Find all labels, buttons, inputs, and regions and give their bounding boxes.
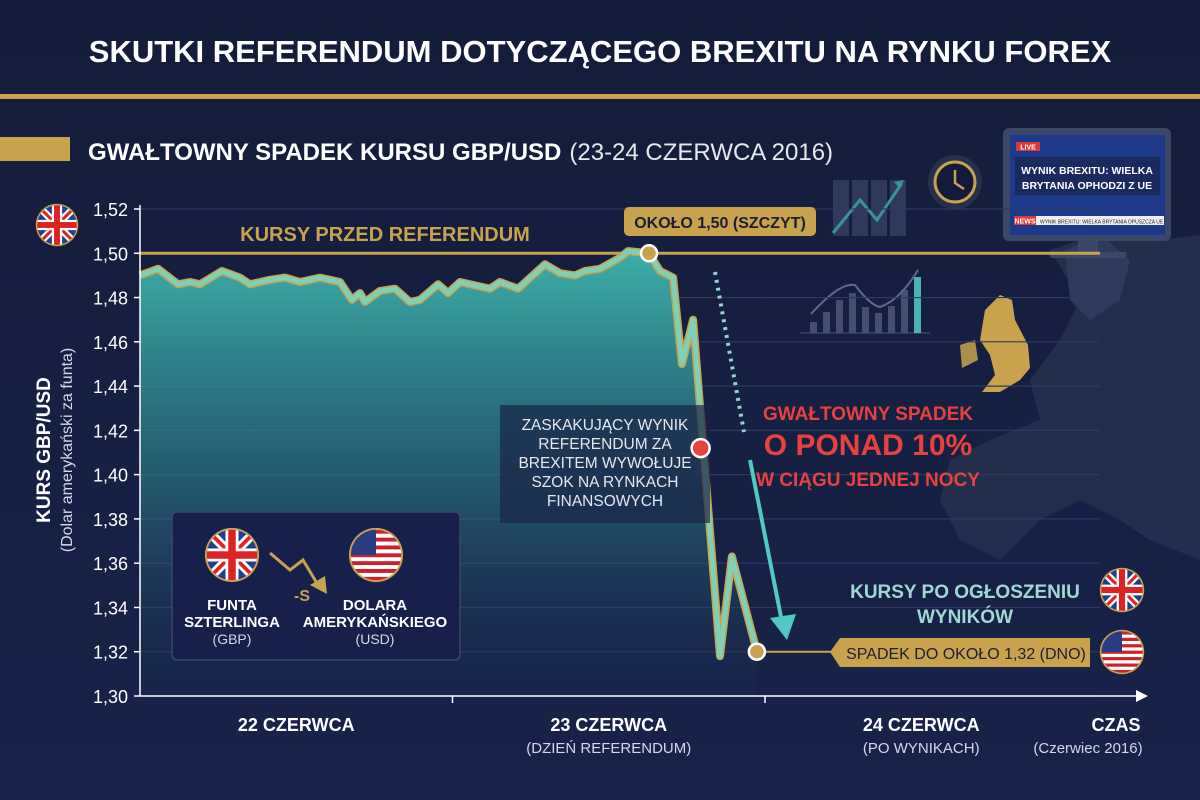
section-heading: GWAŁTOWNY SPADEK KURSU GBP/USD (23-24 CZE… xyxy=(88,139,833,166)
y-tick-label: 1,34 xyxy=(93,598,128,618)
y-tick-label: 1,48 xyxy=(93,289,128,309)
svg-text:BRYTANIA OPHODZI Z UE: BRYTANIA OPHODZI Z UE xyxy=(1022,180,1152,192)
bar-chart-icon xyxy=(800,269,930,334)
section-marker xyxy=(0,137,70,161)
svg-text:WYNIKÓW: WYNIKÓW xyxy=(917,606,1013,628)
y-tick-label: 1,38 xyxy=(93,510,128,530)
x-axis-sublabel: (Czerwiec 2016) xyxy=(1033,740,1142,757)
after-results-label: KURSY PO OGŁOSZENIU WYNIKÓW xyxy=(850,582,1080,628)
y-tick-label: 1,42 xyxy=(93,421,128,441)
svg-text:SPADEK DO OKOŁO 1,32 (DNO): SPADEK DO OKOŁO 1,32 (DNO) xyxy=(846,646,1086,663)
peak-label: OKOŁO 1,50 (SZCZYT) xyxy=(624,207,816,236)
shock-note-line: ZASKAKUJĄCY WYNIK xyxy=(522,417,689,434)
peak-marker xyxy=(639,244,659,263)
shock-note: ZASKAKUJĄCY WYNIK REFERENDUM ZA BREXITEM W… xyxy=(500,405,710,523)
shock-note-line: SZOK NA RYNKACH xyxy=(531,474,678,491)
drop-note: GWAŁTOWNY SPADEK O PONAD 10% W CIĄGU JED… xyxy=(756,404,980,491)
svg-text:(Dolar amerykański za funta): (Dolar amerykański za funta) xyxy=(59,348,76,553)
x-axis-label: CZAS xyxy=(1092,715,1141,735)
svg-text:DOLARA: DOLARA xyxy=(343,597,407,614)
y-tick-label: 1,40 xyxy=(93,466,128,486)
svg-text:(GBP): (GBP) xyxy=(213,631,252,647)
svg-text:KURSY PO OGŁOSZENIU: KURSY PO OGŁOSZENIU xyxy=(850,582,1080,603)
svg-text:O PONAD 10%: O PONAD 10% xyxy=(764,429,972,462)
y-axis-label: KURS GBP/USD (Dolar amerykański za funta… xyxy=(34,348,76,553)
shock-note-line: FINANSOWYCH xyxy=(547,493,663,510)
svg-text:W CIĄGU JEDNEJ NOCY: W CIĄGU JEDNEJ NOCY xyxy=(756,470,980,491)
tv-news-screen: LIVE WYNIK BREXITU: WIELKA BRYTANIA OPHO… xyxy=(1003,128,1171,258)
x-tick-sublabel: (DZIEŃ REFERENDUM) xyxy=(526,740,691,757)
svg-text:GWAŁTOWNY SPADEK: GWAŁTOWNY SPADEK xyxy=(763,404,973,425)
shock-note-line: REFERENDUM ZA xyxy=(538,436,672,453)
svg-text:SZTERLINGA: SZTERLINGA xyxy=(184,614,280,631)
y-tick-label: 1,52 xyxy=(93,200,128,220)
drop-marker xyxy=(690,437,711,459)
svg-text:FUNTA: FUNTA xyxy=(207,597,257,614)
x-tick-labels: 22 CZERWCA 23 CZERWCA (DZIEŃ REFERENDUM) 24… xyxy=(238,715,980,757)
svg-text:OKOŁO 1,50 (SZCZYT): OKOŁO 1,50 (SZCZYT) xyxy=(634,215,806,232)
y-tick-labels: 1,30 1,32 1,34 1,36 1,38 1,40 1,42 1,44 1,46 1,48… xyxy=(93,200,128,707)
y-tick-label: 1,46 xyxy=(93,333,128,353)
clock-icon xyxy=(928,155,982,209)
x-tick-label: 23 CZERWCA xyxy=(550,715,667,735)
svg-text:KURS GBP/USD: KURS GBP/USD xyxy=(34,377,55,523)
x-tick-label: 22 CZERWCA xyxy=(238,715,355,735)
shock-note-line: BREXITEM WYWOŁUJE xyxy=(518,455,691,472)
svg-text:AMERYKAŃSKIEGO: AMERYKAŃSKIEGO xyxy=(303,614,448,631)
down-arrow-icon xyxy=(269,551,320,586)
svg-text:LIVE: LIVE xyxy=(1020,145,1036,152)
bottom-marker xyxy=(747,642,767,661)
y-tick-label: 1,44 xyxy=(93,377,128,397)
x-axis-arrow xyxy=(1136,690,1148,702)
y-tick-label: 1,32 xyxy=(93,643,128,663)
axes xyxy=(134,205,1148,703)
currency-legend: -S FUNTA SZTERLINGA (GBP) DOLARA AMERYKA… xyxy=(171,511,461,661)
x-tick-label: 24 CZERWCA xyxy=(863,715,980,735)
svg-text:-S: -S xyxy=(294,588,310,605)
page-title: SKUTKI REFERENDUM DOTYCZĄCEGO BREXITU NA… xyxy=(89,34,1112,69)
bottom-label: SPADEK DO OKOŁO 1,32 (DNO) xyxy=(830,638,1090,667)
before-referendum-label: KURSY PRZED REFERENDUM xyxy=(240,224,530,246)
title-divider xyxy=(0,94,1200,99)
growth-chart-icon xyxy=(831,180,906,236)
svg-text:NEWS: NEWS xyxy=(1015,219,1036,226)
y-tick-label: 1,30 xyxy=(93,687,128,707)
y-tick-label: 1,50 xyxy=(93,244,128,264)
uk-map-icon xyxy=(980,295,1030,392)
y-tick-label: 1,36 xyxy=(93,554,128,574)
drop-arrow xyxy=(713,271,796,640)
x-tick-sublabel: (PO WYNIKACH) xyxy=(863,740,980,757)
svg-text:(USD): (USD) xyxy=(356,631,395,647)
svg-text:WYNIK BREXITU: WIELKA BRYTANIA: WYNIK BREXITU: WIELKA BRYTANIA OPUSZCZA … xyxy=(1040,220,1164,226)
svg-text:WYNIK BREXITU: WIELKA: WYNIK BREXITU: WIELKA xyxy=(1021,165,1153,177)
